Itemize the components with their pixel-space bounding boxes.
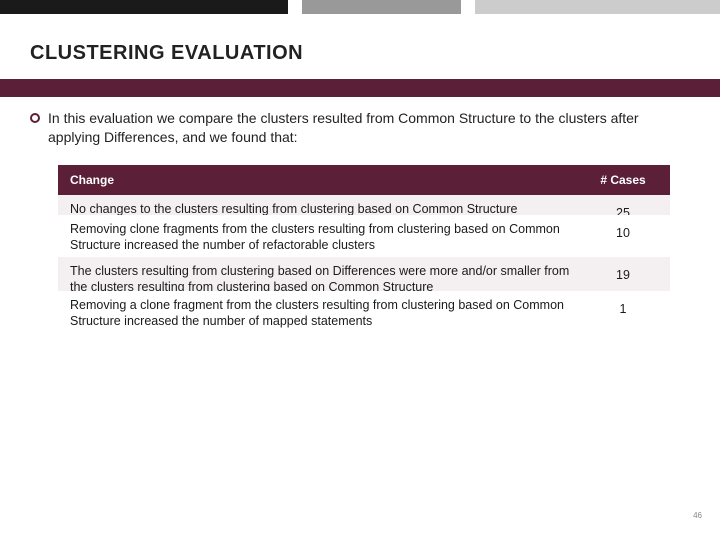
bullet-row: In this evaluation we compare the cluste… [30,109,690,147]
row-cases: 1 [588,297,658,335]
hollow-circle-icon [30,113,40,123]
title-band: CLUSTERING EVALUATION [0,14,720,79]
row-change: Removing clone fragments from the cluste… [70,221,588,257]
topbar-seg-mid [302,0,460,14]
header-cases: # Cases [588,173,658,187]
header-change: Change [70,173,588,187]
evaluation-table: Change # Cases No changes to the cluster… [58,165,670,335]
topbar-seg-dark [0,0,288,14]
table-row: Removing a clone fragment from the clust… [58,291,670,335]
row-cases: 10 [588,221,658,257]
topbar-seg-light [475,0,720,14]
slide-title: CLUSTERING EVALUATION [30,42,690,65]
row-change: Removing a clone fragment from the clust… [70,297,588,335]
page-number: 46 [693,511,702,520]
table-header: Change # Cases [58,165,670,195]
table-row: Removing clone fragments from the cluste… [58,215,670,257]
bullet-text: In this evaluation we compare the cluste… [48,109,690,147]
title-underline [0,79,720,97]
top-accent-bar [0,0,720,14]
topbar-gap [288,0,302,14]
topbar-gap [461,0,475,14]
body-area: In this evaluation we compare the cluste… [0,97,720,335]
